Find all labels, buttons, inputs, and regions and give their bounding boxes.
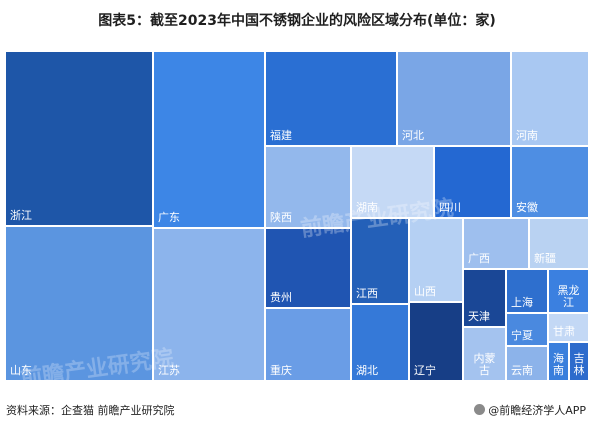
chart-title: 图表5：截至2023年中国不锈钢企业的风险区域分布(单位：家) [98,13,496,29]
treemap-tile: 海 南 [548,342,569,381]
treemap-tile: 辽宁 [409,302,463,381]
treemap-tile: 吉 林 [569,342,589,381]
tile-label: 山东 [10,364,32,377]
brand-note: @前瞻经济学人APP [474,402,586,418]
treemap-tile: 广西 [463,218,529,269]
tile-label: 河北 [402,129,424,142]
treemap-tile: 山东 [5,226,153,381]
tile-label: 广西 [468,252,490,265]
treemap-tile: 湖北 [351,304,409,381]
tile-label: 内蒙 古 [473,352,496,377]
tile-label: 新疆 [534,252,556,265]
tile-label: 吉 林 [573,352,585,377]
tile-label: 宁夏 [511,329,533,342]
treemap-tile: 黑龙 江 [548,269,589,313]
treemap-tile: 浙江 [5,51,153,226]
tile-label: 云南 [511,364,533,377]
treemap-tile: 宁夏 [506,313,548,346]
treemap-tile: 贵州 [265,228,351,308]
treemap-tile: 天津 [463,269,506,327]
treemap-tile: 广东 [153,51,265,228]
tile-label: 重庆 [270,364,292,377]
tile-label: 安徽 [516,201,538,214]
tile-label: 陕西 [270,211,292,224]
tile-label: 湖南 [356,201,378,214]
treemap-tile: 湖南 [351,146,434,218]
treemap-tile: 甘肃 [548,313,589,342]
tile-label: 山西 [414,285,436,298]
treemap-tile: 河南 [511,51,589,146]
tile-label: 湖北 [356,364,378,377]
treemap-tile: 陕西 [265,146,351,228]
tile-label: 上海 [511,296,533,309]
treemap-tile: 安徽 [511,146,589,218]
tile-label: 江西 [356,287,378,300]
source-note: 资料来源：企查猫 前瞻产业研究院 [6,404,175,417]
tile-label: 贵州 [270,291,292,304]
tile-label: 甘肃 [553,325,575,338]
tile-label: 黑龙 江 [557,284,580,309]
tile-label: 福建 [270,129,292,142]
treemap-chart: 吉 林海 南 甘肃 黑龙 江云南 宁夏 上海内蒙 古 天津 新疆 广西辽宁 山西湖北 江西重庆 贵州… [0,46,594,392]
brand-text: @前瞻经济学人APP [488,404,586,417]
treemap-tile: 江西 [351,218,409,304]
tile-label: 浙江 [10,209,32,222]
treemap-tile: 新疆 [529,218,589,269]
treemap-tile: 江苏 [153,228,265,381]
tile-label: 广东 [158,211,180,224]
treemap-tile: 福建 [265,51,397,146]
treemap-tile: 内蒙 古 [463,327,506,381]
tile-label: 辽宁 [414,364,436,377]
treemap-tile: 四川 [434,146,511,218]
tile-label: 天津 [468,310,490,323]
brand-logo-icon [474,404,486,415]
tile-label: 四川 [439,201,461,214]
tile-label: 江苏 [158,364,180,377]
treemap-tile: 山西 [409,218,463,302]
treemap-tile: 上海 [506,269,548,313]
treemap-tile: 云南 [506,346,548,381]
tile-label: 河南 [516,129,538,142]
tile-label: 海 南 [553,352,564,377]
treemap-tile: 重庆 [265,308,351,381]
treemap-tile: 河北 [397,51,511,146]
